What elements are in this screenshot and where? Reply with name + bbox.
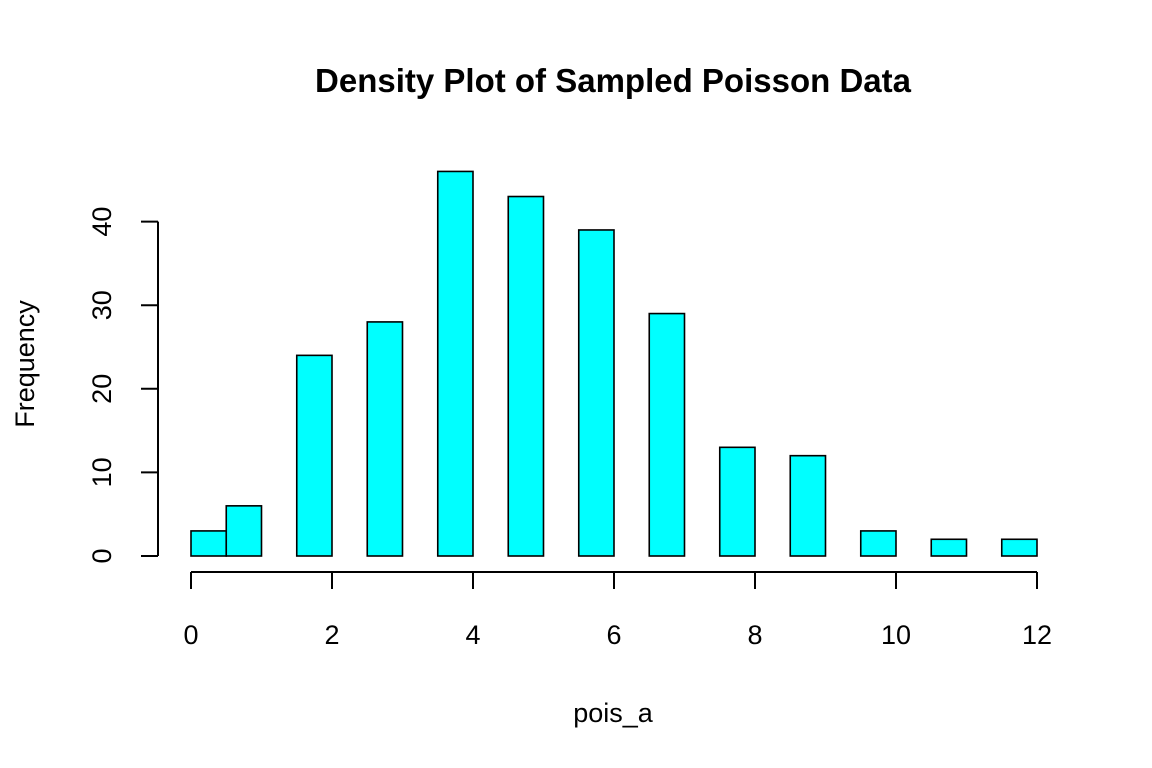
x-tick-label-5: 10 xyxy=(881,620,911,650)
y-axis-label: Frequency xyxy=(10,300,40,428)
x-tick-label-3: 6 xyxy=(606,620,621,650)
x-tick-label-4: 8 xyxy=(747,620,762,650)
x-tick-label-1: 2 xyxy=(324,620,339,650)
histogram-bar-3 xyxy=(366,321,404,557)
histogram-bar-7 xyxy=(648,312,686,557)
y-tick-label-2: 20 xyxy=(87,374,117,404)
x-tick-label-2: 4 xyxy=(465,620,480,650)
y-tick-label-0: 0 xyxy=(87,548,117,563)
histogram-bar-2 xyxy=(295,354,333,557)
y-tick-label-1: 10 xyxy=(87,457,117,487)
histogram-bar-1 xyxy=(225,505,263,557)
histogram-bar-12 xyxy=(1000,538,1038,557)
x-tick-label-6: 12 xyxy=(1022,620,1052,650)
x-tick-label-0: 0 xyxy=(183,620,198,650)
y-tick-label-4: 40 xyxy=(87,207,117,237)
x-axis: 0 2 4 6 8 10 12 xyxy=(183,571,1052,650)
bars-layer xyxy=(190,170,1038,557)
histogram-bar-11 xyxy=(930,538,968,557)
histogram-bar-0 xyxy=(190,530,228,557)
histogram-bar-8 xyxy=(718,446,756,557)
histogram-bar-9 xyxy=(789,454,827,557)
histogram-bar-5 xyxy=(507,195,545,557)
y-tick-label-3: 30 xyxy=(87,290,117,320)
histogram-bar-10 xyxy=(859,530,897,557)
chart-title: Density Plot of Sampled Poisson Data xyxy=(315,62,912,99)
x-axis-label: pois_a xyxy=(573,698,654,728)
histogram-bar-4 xyxy=(436,170,474,557)
histogram-bar-6 xyxy=(577,229,615,557)
y-axis: 0 10 20 30 40 xyxy=(87,207,159,564)
